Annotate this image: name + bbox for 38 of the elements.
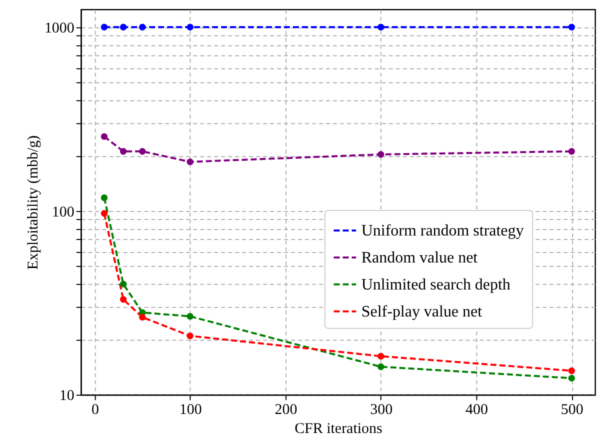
point [186,332,194,340]
x-tick-label: 500 [560,402,584,418]
x-axis-title: CFR iterations [294,421,382,438]
point [568,374,575,382]
point [120,24,127,31]
x-tick-label: 400 [466,402,488,418]
point [568,148,575,155]
point [100,210,108,217]
point [378,151,384,158]
point [186,24,194,31]
point [120,280,127,288]
point [568,24,575,31]
point [100,133,108,140]
y-tick-label: 1000 [44,20,74,37]
x-tick-label: 100 [179,402,202,418]
y-tick-label: 100 [52,204,74,220]
point [100,24,108,31]
legend-label: Self-play value net [361,303,483,320]
x-tick-label: 300 [370,402,393,418]
legend-label: Uniform random strategy [361,222,524,240]
point [378,352,384,360]
point [139,24,146,31]
point [186,312,194,320]
point [378,363,384,370]
point [120,296,127,303]
point [100,194,108,202]
legend-label: Random value net [361,249,478,266]
point [139,148,146,155]
point [120,148,127,155]
point [139,314,146,321]
point [568,367,575,374]
x-tick-label: 0 [91,402,99,418]
legend-label: Unlimited search depth [361,276,510,294]
y-tick-label: 10 [59,388,74,404]
x-tick-label: 200 [274,402,298,418]
y-axis-title: Exploitability (mbb/g) [25,135,42,270]
point [186,158,194,166]
point [378,24,384,31]
